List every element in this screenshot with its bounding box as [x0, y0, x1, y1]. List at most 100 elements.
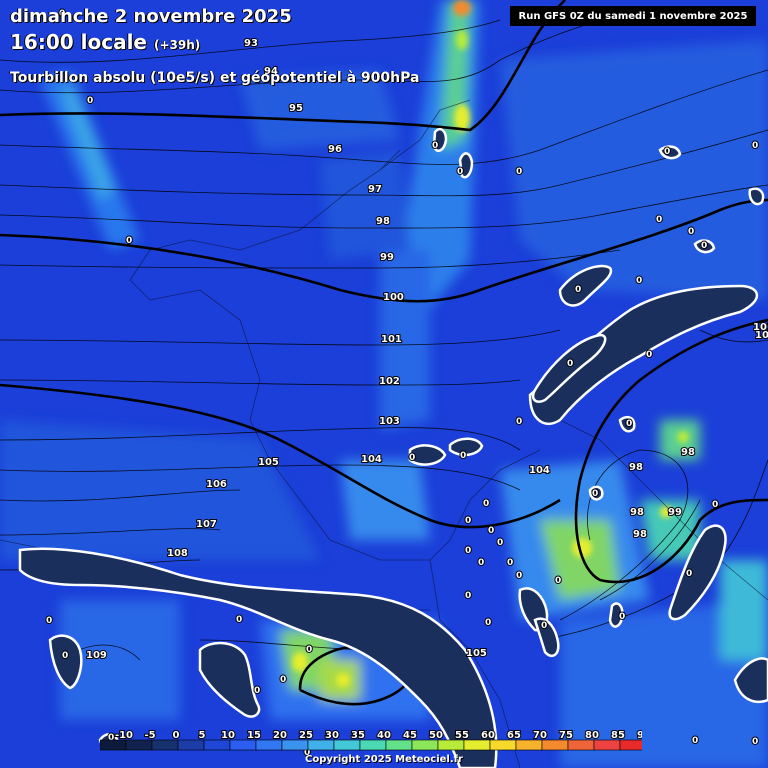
contour-labels: 9394959697989910010110210310410510610710…	[85, 37, 768, 662]
zero-isoline-label: 0	[692, 736, 698, 746]
forecast-lead-time: (+39h)	[153, 38, 201, 52]
legend-swatch	[125, 739, 153, 751]
legend-tick-label: 80	[585, 730, 599, 741]
vorticity-hotspots	[292, 0, 689, 687]
forecast-date: dimanche 2 novembre 2025	[10, 6, 292, 27]
zero-isoline-label: 0	[686, 569, 692, 579]
zero-isoline-label: 0	[488, 526, 494, 536]
zero-isoline-label: 0	[541, 621, 547, 631]
contour-label: 99	[380, 252, 394, 263]
zero-isoline-label: 0	[555, 576, 561, 586]
legend-tick-label: 15	[247, 730, 261, 741]
legend-tick-label: 30	[325, 730, 339, 741]
contour-label: 101	[753, 322, 768, 333]
legend-tick-label: 25	[299, 730, 313, 741]
zero-isoline-label: 0	[280, 675, 286, 685]
zero-isoline-label: 0	[656, 215, 662, 225]
contour-label: 103	[379, 416, 400, 427]
legend-swatch	[385, 739, 413, 751]
zero-isoline-label: 0	[712, 500, 718, 510]
legend-swatch	[463, 739, 491, 751]
field-title: Tourbillon absolu (10e5/s) et géopotenti…	[10, 70, 420, 86]
contour-label: 109	[86, 650, 107, 661]
legend-tick-label: -5	[144, 730, 155, 741]
zero-isoline-label: 0	[432, 141, 438, 151]
zero-isoline-label: 0	[236, 615, 242, 625]
zero-isoline-label: 0	[701, 241, 707, 251]
zero-isoline-label: 0	[478, 558, 484, 568]
zero-isoline-label: 0	[752, 141, 758, 151]
zero-isoline-label: 0	[664, 147, 670, 157]
zero-isoline-label: 0	[516, 167, 522, 177]
zero-isoline-label: 0	[108, 733, 114, 743]
legend-swatch	[437, 739, 465, 751]
contour-label: 97	[368, 184, 382, 195]
contour-label: 96	[328, 144, 342, 155]
legend-tick-label: -10	[115, 730, 133, 741]
legend-swatch	[203, 739, 231, 751]
zero-isoline-label: 0	[575, 285, 581, 295]
legend-swatch	[619, 739, 647, 751]
contour-label: 94	[264, 66, 278, 77]
legend-tick-label: 90	[637, 730, 642, 741]
zero-isoline-label: 0	[483, 499, 489, 509]
legend-tick-label: 40	[377, 730, 391, 741]
zero-isoline-label: 0	[516, 417, 522, 427]
zero-isoline-label: 0	[688, 227, 694, 237]
legend-tick-label: 85	[611, 730, 625, 741]
legend-tick-label: 65	[507, 730, 521, 741]
contour-label: 99	[668, 507, 682, 518]
legend-tick-label: 5	[199, 730, 206, 741]
legend-swatch	[99, 739, 127, 751]
contour-label: 98	[633, 529, 647, 540]
legend-swatch	[255, 739, 283, 751]
zero-isoline-label: 0	[460, 451, 466, 461]
legend-swatch	[515, 739, 543, 751]
contour-label: 100	[755, 330, 768, 341]
legend-swatch	[359, 739, 387, 751]
contour-label: 104	[529, 465, 550, 476]
zero-isoline-label: 0	[87, 96, 93, 106]
contour-label: 105	[466, 648, 487, 659]
legend-swatch	[229, 739, 257, 751]
contour-label: 108	[167, 548, 188, 559]
zero-isoline-label: 0	[254, 686, 260, 696]
zero-isoline-label: 0	[126, 236, 132, 246]
geopotential-major-contours	[0, 0, 768, 706]
zero-isoline-label: 0	[465, 591, 471, 601]
zero-isoline-label: 0	[752, 737, 758, 747]
forecast-time-value: 16:00 locale	[10, 30, 147, 54]
zero-isoline-label: 0	[62, 651, 68, 661]
forecast-time: 16:00 locale (+39h)	[10, 30, 200, 54]
contour-label: 106	[206, 479, 227, 490]
legend-tick-label: 55	[455, 730, 469, 741]
zero-isoline-label: 0	[592, 489, 598, 499]
zero-isoline-label: 0	[304, 748, 310, 758]
legend-swatch	[411, 739, 439, 751]
contour-label: 107	[196, 519, 217, 530]
legend-tick-label: 50	[429, 730, 443, 741]
negative-vorticity-zones	[18, 128, 768, 768]
zero-isoline-label: 0	[465, 546, 471, 556]
contour-label: 101	[381, 334, 402, 345]
legend-tick-label: 0	[173, 730, 180, 741]
contour-label: 98	[376, 216, 390, 227]
legend-tick-label: 20	[273, 730, 287, 741]
zero-isoline-label: 0	[619, 612, 625, 622]
legend-tick-label: 35	[351, 730, 365, 741]
zero-isoline-label: 0	[46, 616, 52, 626]
legend-tick-label: 75	[559, 730, 573, 741]
zero-isoline-label: 0	[646, 350, 652, 360]
contour-label: 93	[244, 38, 258, 49]
legend-swatch	[151, 739, 179, 751]
copyright: Copyright 2025 Meteociel.fr	[305, 754, 463, 765]
geopotential-contours	[0, 9, 768, 701]
legend-swatch	[541, 739, 569, 751]
zero-isoline-label: 0	[457, 167, 463, 177]
legend-swatch	[593, 739, 621, 751]
legend-swatch	[307, 739, 335, 751]
zero-isoline-label: 0	[567, 359, 573, 369]
contour-label: 102	[379, 376, 400, 387]
